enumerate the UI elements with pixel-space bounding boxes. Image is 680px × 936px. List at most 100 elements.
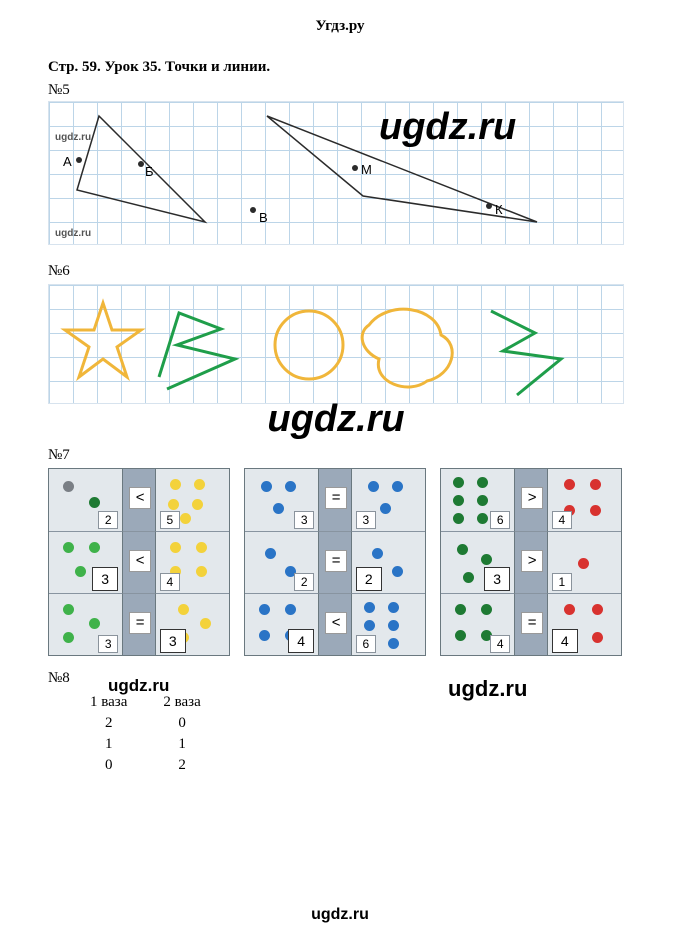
compare-cell: 4 — [245, 593, 318, 655]
count-dot — [481, 604, 492, 615]
count-dot — [592, 604, 603, 615]
compare-cell: 4 — [548, 469, 621, 531]
count-dot — [196, 542, 207, 553]
count-dot — [259, 604, 270, 615]
count-box: 3 — [356, 511, 376, 529]
count-dot — [364, 620, 375, 631]
task8-col2-header: 2 ваза — [155, 693, 226, 712]
compare-cell: 4 — [548, 593, 621, 655]
table-cell: 0 — [155, 714, 226, 733]
count-box: 2 — [98, 511, 118, 529]
label-V: В — [259, 210, 268, 225]
count-dot — [578, 558, 589, 569]
count-dot — [261, 481, 272, 492]
compare-cell: 6 — [352, 593, 425, 655]
table-cell: 1 — [155, 735, 226, 754]
task5-svg — [49, 102, 625, 246]
count-dot — [564, 604, 575, 615]
compare-cell: 3 — [49, 593, 122, 655]
count-dot — [170, 479, 181, 490]
operator-box: = — [325, 487, 347, 509]
task6-number: №6 — [48, 263, 632, 280]
count-dot — [463, 572, 474, 583]
operator-box: = — [521, 612, 543, 634]
count-box: 5 — [160, 511, 180, 529]
label-K: К — [495, 202, 503, 217]
table-cell: 2 — [155, 756, 226, 775]
count-dot — [457, 544, 468, 555]
compare-cell: 2 — [49, 469, 122, 531]
count-dot — [388, 638, 399, 649]
count-dot — [455, 604, 466, 615]
table-cell: 1 — [82, 735, 153, 754]
compare-cell: 4 — [156, 531, 229, 593]
task6-svg — [49, 285, 625, 405]
count-dot — [380, 503, 391, 514]
compare-cell: 3 — [245, 469, 318, 531]
count-dot — [170, 542, 181, 553]
label-M: М — [361, 162, 372, 177]
compare-block: 3=32=24<6 — [244, 468, 426, 656]
count-dot — [364, 602, 375, 613]
operator-box: < — [325, 612, 347, 634]
count-dot — [89, 618, 100, 629]
count-box-answer: 3 — [160, 629, 186, 653]
label-A: А — [63, 154, 72, 169]
count-dot — [89, 542, 100, 553]
count-dot — [388, 620, 399, 631]
compare-cell: 1 — [548, 531, 621, 593]
count-box-answer: 3 — [92, 567, 118, 591]
count-dot — [453, 477, 464, 488]
count-dot — [477, 513, 488, 524]
compare-cell: 2 — [352, 531, 425, 593]
count-dot — [194, 479, 205, 490]
table-cell: 2 — [82, 714, 153, 733]
count-dot — [392, 566, 403, 577]
operator-box: > — [521, 550, 543, 572]
count-dot — [200, 618, 211, 629]
label-B: Б — [145, 164, 154, 179]
task8-table: 1 ваза 2 ваза 201102 — [80, 691, 229, 777]
count-dot — [168, 499, 179, 510]
task7-number: №7 — [48, 447, 632, 464]
count-dot — [265, 548, 276, 559]
count-dot — [89, 497, 100, 508]
table-row: 11 — [82, 735, 227, 754]
operator-box: = — [325, 550, 347, 572]
count-dot — [63, 632, 74, 643]
compare-cell: 3 — [156, 593, 229, 655]
count-box-answer: 2 — [356, 567, 382, 591]
task8-number: №8 — [48, 670, 632, 687]
compare-cell: 4 — [441, 593, 514, 655]
count-dot — [285, 604, 296, 615]
site-header: Угдз.ру — [48, 18, 632, 35]
task5-panel: А Б В М К ugdz.ru ugdz.ru ugdz.ru — [48, 101, 624, 245]
compare-cell: 3 — [352, 469, 425, 531]
compare-cell: 5 — [156, 469, 229, 531]
count-dot — [63, 481, 74, 492]
count-dot — [481, 554, 492, 565]
task6-panel — [48, 284, 624, 404]
count-box: 3 — [294, 511, 314, 529]
count-dot — [388, 602, 399, 613]
count-dot — [285, 481, 296, 492]
count-dot — [477, 477, 488, 488]
count-dot — [178, 604, 189, 615]
lesson-title: Стр. 59. Урок 35. Точки и линии. — [48, 59, 632, 76]
count-dot — [259, 630, 270, 641]
compare-cell: 2 — [245, 531, 318, 593]
count-box: 4 — [490, 635, 510, 653]
compare-block: 2<53<43=3 — [48, 468, 230, 656]
count-dot — [75, 566, 86, 577]
table-row: 02 — [82, 756, 227, 775]
count-box-answer: 4 — [552, 629, 578, 653]
count-dot — [192, 499, 203, 510]
count-dot — [477, 495, 488, 506]
count-box: 3 — [98, 635, 118, 653]
count-dot — [453, 513, 464, 524]
count-dot — [590, 505, 601, 516]
count-dot — [180, 513, 191, 524]
count-dot — [590, 479, 601, 490]
count-box-answer: 3 — [484, 567, 510, 591]
task8-col1-header: 1 ваза — [82, 693, 153, 712]
